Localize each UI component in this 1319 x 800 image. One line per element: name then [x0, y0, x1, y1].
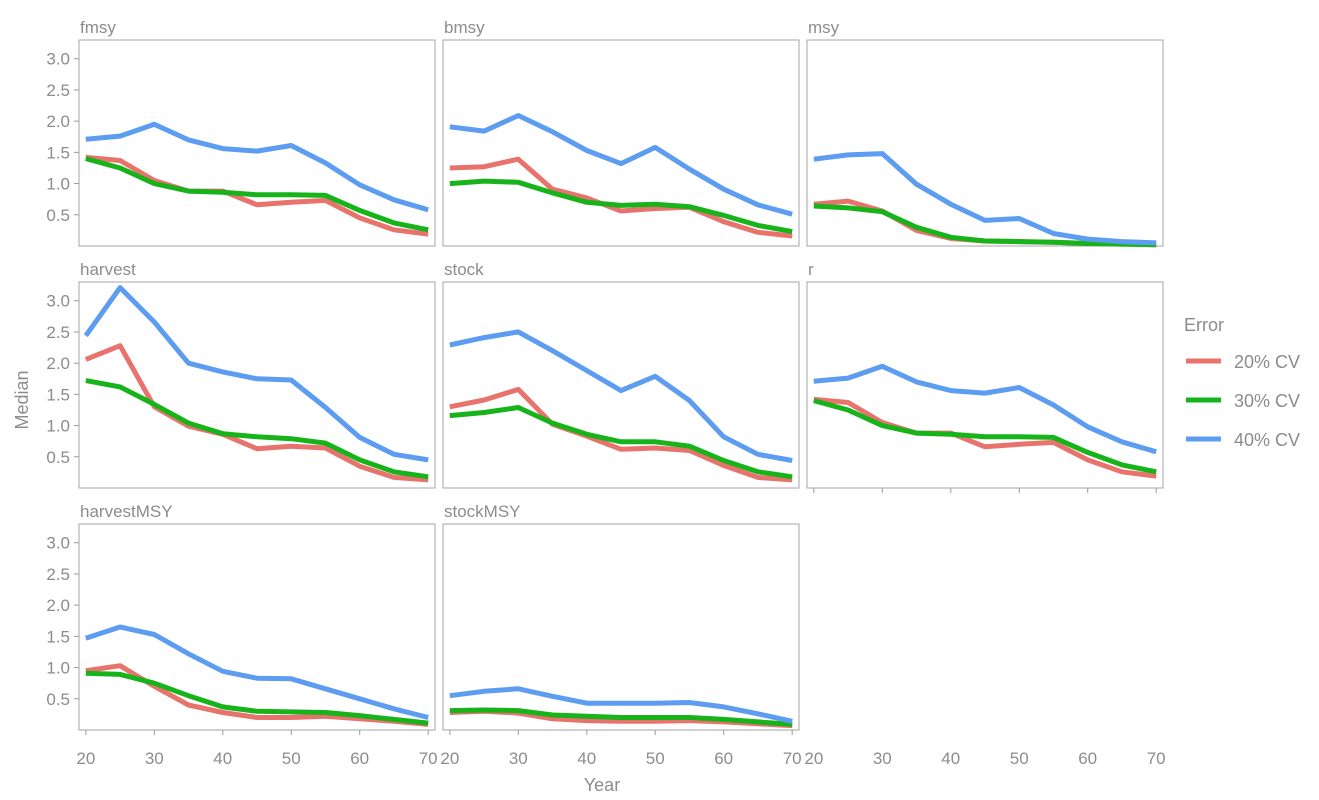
- legend-label: 20% CV: [1234, 352, 1300, 372]
- x-tick-label: 30: [145, 749, 164, 768]
- panel-frame: [806, 39, 1164, 247]
- y-axis-label: Median: [12, 370, 32, 429]
- y-tick-label: 1.0: [46, 659, 70, 678]
- panel-frame: [442, 523, 800, 731]
- x-tick-label: 20: [76, 749, 95, 768]
- x-tick-label: 50: [646, 749, 665, 768]
- series-line: [813, 398, 1157, 475]
- series-line: [84, 343, 429, 483]
- x-tick-label: 60: [1078, 749, 1097, 768]
- y-tick-label: 1.0: [46, 175, 70, 194]
- series-line: [449, 329, 793, 463]
- y-tick-label: 2.0: [46, 596, 70, 615]
- y-tick-label: 1.5: [46, 627, 70, 646]
- series-line: [813, 363, 1157, 455]
- y-tick-label: 0.5: [46, 690, 70, 709]
- y-tick-label: 2.5: [46, 81, 70, 100]
- x-tick-label: 70: [1147, 749, 1166, 768]
- x-tick-label: 40: [941, 749, 960, 768]
- y-tick-label: 3.0: [46, 292, 70, 311]
- y-tick-label: 0.5: [46, 206, 70, 225]
- panel-frame: [78, 39, 436, 247]
- series-line: [85, 670, 429, 726]
- series-line: [83, 285, 429, 463]
- series-line: [449, 707, 793, 727]
- x-tick-label: 70: [419, 749, 438, 768]
- series-line: [449, 386, 793, 483]
- panel-title: harvest: [80, 260, 136, 279]
- y-tick-label: 3.0: [46, 534, 70, 553]
- series-line: [449, 178, 793, 235]
- legend-label: 30% CV: [1234, 391, 1300, 411]
- series-line: [449, 113, 793, 217]
- y-tick-label: 2.5: [46, 565, 70, 584]
- x-tick-label: 70: [783, 749, 802, 768]
- series-line: [449, 686, 793, 724]
- y-tick-label: 3.0: [46, 50, 70, 69]
- panel-frame: [442, 39, 800, 247]
- x-tick-label: 20: [440, 749, 459, 768]
- x-tick-label: 50: [1010, 749, 1029, 768]
- panel-title: msy: [808, 18, 840, 37]
- panel-title: harvestMSY: [80, 502, 173, 521]
- panel-title: stockMSY: [444, 502, 521, 521]
- x-tick-label: 50: [282, 749, 301, 768]
- series-line: [813, 151, 1157, 246]
- panel-title: bmsy: [444, 18, 485, 37]
- panel-frame: [806, 281, 1164, 489]
- series-line: [813, 203, 1157, 248]
- y-tick-label: 1.5: [46, 385, 70, 404]
- x-tick-label: 20: [804, 749, 823, 768]
- panel-title: stock: [444, 260, 484, 279]
- x-tick-label: 40: [577, 749, 596, 768]
- series-line: [85, 154, 429, 237]
- panel-frame: [78, 281, 436, 489]
- panel-title: r: [808, 260, 814, 279]
- series-line: [85, 156, 429, 233]
- x-tick-label: 30: [873, 749, 892, 768]
- legend-label: 40% CV: [1234, 430, 1300, 450]
- x-tick-label: 60: [714, 749, 733, 768]
- legend-title: Error: [1184, 315, 1224, 335]
- panel-frame: [442, 281, 800, 489]
- series-line: [449, 156, 793, 239]
- series-line: [85, 624, 429, 720]
- x-axis-label: Year: [584, 775, 620, 795]
- series-line: [449, 405, 793, 480]
- x-tick-label: 40: [213, 749, 232, 768]
- y-tick-label: 2.5: [46, 323, 70, 342]
- panel-frame: [78, 523, 436, 731]
- y-tick-label: 2.0: [46, 354, 70, 373]
- series-line: [85, 378, 429, 480]
- y-tick-label: 1.5: [46, 143, 70, 162]
- y-tick-label: 2.0: [46, 112, 70, 131]
- x-tick-label: 30: [509, 749, 528, 768]
- y-tick-label: 1.0: [46, 417, 70, 436]
- series-line: [813, 396, 1157, 479]
- x-tick-label: 60: [350, 749, 369, 768]
- series-line: [85, 121, 429, 213]
- y-tick-label: 0.5: [46, 448, 70, 467]
- panel-title: fmsy: [80, 18, 116, 37]
